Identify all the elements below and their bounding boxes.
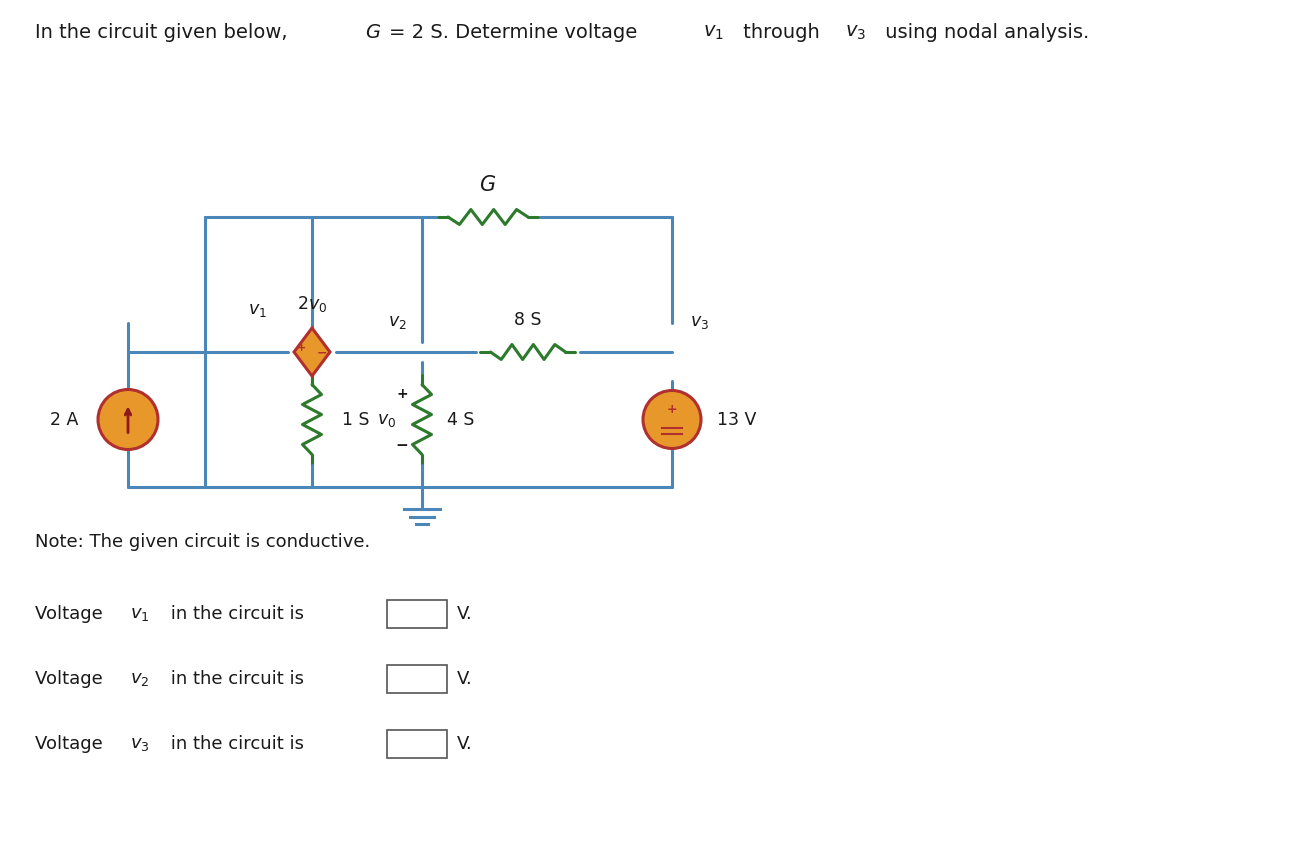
Text: +: + xyxy=(298,343,307,353)
Text: +: + xyxy=(666,403,678,416)
Text: 13 V: 13 V xyxy=(717,411,756,429)
Text: $v_1$: $v_1$ xyxy=(703,23,724,41)
Text: = 2 S. Determine voltage: = 2 S. Determine voltage xyxy=(389,23,644,41)
Text: 2 A: 2 A xyxy=(50,411,78,429)
Text: $G$: $G$ xyxy=(479,175,496,195)
Text: using nodal analysis.: using nodal analysis. xyxy=(879,23,1089,41)
Text: 4 S: 4 S xyxy=(447,411,474,429)
Text: $v_3$: $v_3$ xyxy=(845,23,866,41)
Text: $v_0$: $v_0$ xyxy=(377,411,397,429)
Text: $v_1$: $v_1$ xyxy=(248,301,266,319)
Text: $2v_0$: $2v_0$ xyxy=(296,294,326,314)
Circle shape xyxy=(98,390,158,450)
Circle shape xyxy=(643,391,701,449)
Text: V.: V. xyxy=(457,670,473,688)
Text: +: + xyxy=(396,386,407,401)
Text: −: − xyxy=(396,438,409,453)
Text: −: − xyxy=(317,347,328,360)
Text: in the circuit is: in the circuit is xyxy=(165,735,304,753)
Text: 1 S: 1 S xyxy=(342,411,370,429)
Text: $v_3$: $v_3$ xyxy=(690,313,709,331)
Text: Voltage: Voltage xyxy=(35,735,108,753)
FancyBboxPatch shape xyxy=(387,665,447,693)
Text: $v_2$: $v_2$ xyxy=(388,313,406,331)
Text: $v_{3}$: $v_{3}$ xyxy=(131,735,150,753)
Text: $v_{1}$: $v_{1}$ xyxy=(131,605,149,623)
Text: V.: V. xyxy=(457,735,473,753)
Text: 8 S: 8 S xyxy=(515,311,542,329)
FancyBboxPatch shape xyxy=(387,730,447,758)
FancyBboxPatch shape xyxy=(387,600,447,628)
Text: Voltage: Voltage xyxy=(35,605,108,623)
Text: $v_{2}$: $v_{2}$ xyxy=(131,670,149,688)
Polygon shape xyxy=(294,328,330,376)
Text: In the circuit given below,: In the circuit given below, xyxy=(35,23,294,41)
Text: Note: The given circuit is conductive.: Note: The given circuit is conductive. xyxy=(35,533,370,551)
Text: in the circuit is: in the circuit is xyxy=(165,605,304,623)
Text: Voltage: Voltage xyxy=(35,670,108,688)
Text: $G$: $G$ xyxy=(364,23,381,41)
Text: through: through xyxy=(737,23,825,41)
Text: V.: V. xyxy=(457,605,473,623)
Text: in the circuit is: in the circuit is xyxy=(165,670,304,688)
